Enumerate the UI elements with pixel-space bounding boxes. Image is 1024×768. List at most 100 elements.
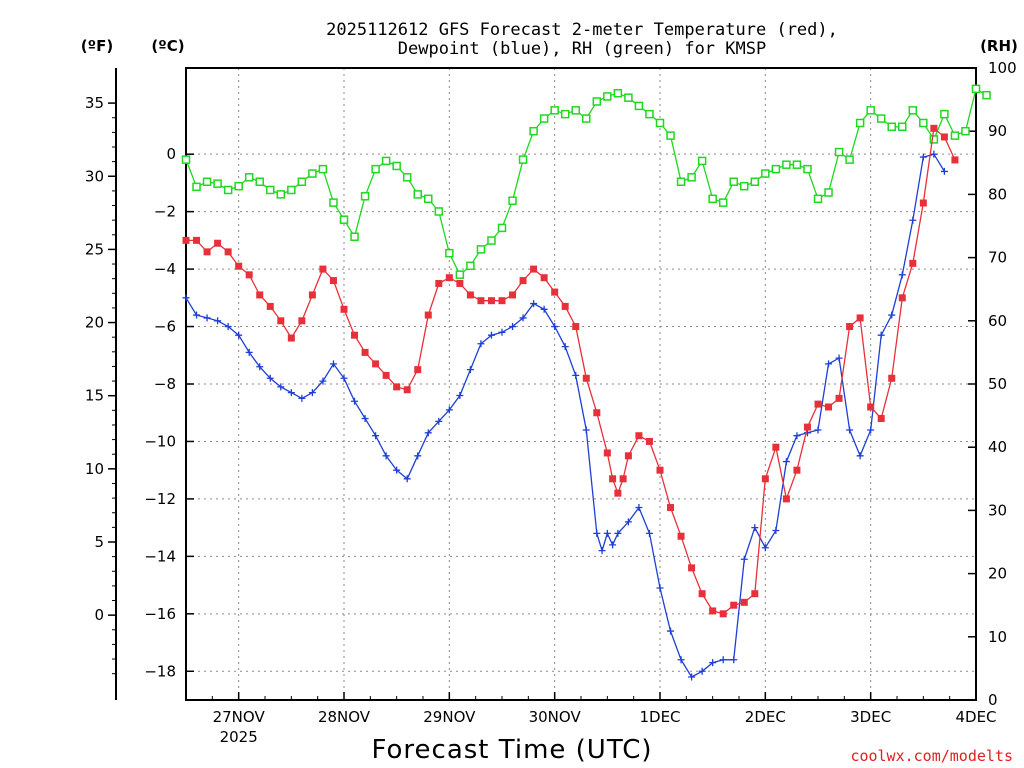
dewpoint-point — [782, 458, 790, 466]
dewpoint-point — [677, 656, 685, 664]
time-tick-label: 29NOV — [423, 708, 476, 726]
rh-point — [771, 164, 781, 174]
x-axis-title: Forecast Time (UTC) — [371, 735, 652, 765]
rh-point — [550, 106, 559, 115]
dewpoint-point — [319, 377, 327, 385]
dewpoint-point — [182, 294, 190, 302]
temperature-point — [530, 265, 538, 273]
rh-point — [782, 160, 791, 169]
dewpoint-point — [846, 426, 854, 434]
temperature-point — [509, 291, 517, 299]
rh-point — [929, 135, 939, 144]
temperature-point — [603, 449, 611, 457]
dewpoint-point — [456, 391, 464, 399]
rh-point — [645, 109, 654, 119]
dewpoint-point — [214, 317, 222, 325]
temperature-point — [224, 248, 232, 256]
dewpoint-point — [877, 331, 885, 339]
temperature-point — [308, 291, 316, 299]
rh-point — [634, 101, 644, 111]
dewpoint-point — [645, 529, 653, 537]
temperature-point — [814, 400, 822, 408]
dewpoint-point — [372, 432, 380, 440]
rh-point — [740, 181, 749, 191]
temperature-line — [186, 127, 956, 615]
dewpoint-point — [572, 371, 580, 379]
temperature-point — [551, 288, 559, 296]
temperature-point — [688, 564, 696, 572]
celsius-tick-label: −8 — [154, 375, 176, 393]
rh-point — [961, 126, 970, 136]
chart-subtitle: Dewpoint (blue), RH (green) for KMSP — [398, 39, 766, 59]
rh-point — [761, 169, 770, 178]
rh-point — [813, 194, 823, 204]
temperature-point — [361, 348, 369, 356]
rh-point — [560, 109, 570, 119]
celsius-tick-label: 0 — [166, 145, 176, 163]
rh-point — [845, 155, 854, 164]
rh-point — [287, 185, 296, 195]
rh-tick-label: 70 — [988, 249, 1007, 267]
celsius-tick-label: −18 — [144, 662, 176, 680]
dewpoint-point — [656, 584, 664, 592]
dewpoint-point — [593, 529, 601, 537]
fahrenheit-tick-label: 15 — [85, 387, 104, 405]
temperature-point — [235, 262, 243, 270]
rh-tick-label: 60 — [988, 312, 1007, 330]
rh-point — [360, 192, 370, 201]
dewpoint-point — [540, 305, 548, 313]
rh-point — [855, 118, 865, 128]
dewpoint-point — [825, 360, 833, 368]
time-tick-label: 3DEC — [850, 708, 891, 726]
dewpoint-point — [308, 389, 316, 397]
rh-point — [697, 156, 707, 166]
dewpoint-point — [898, 271, 906, 279]
temperature-point — [214, 239, 222, 247]
dewpoint-point — [940, 167, 948, 175]
series-rh — [181, 84, 991, 279]
temperature-point — [835, 394, 843, 402]
rh-point — [982, 90, 991, 100]
rh-point — [750, 177, 760, 187]
rh-point — [887, 122, 896, 132]
rh-point — [497, 223, 507, 233]
rh-point — [181, 155, 191, 164]
temperature-point — [877, 414, 885, 422]
fahrenheit-tick-label: 20 — [85, 314, 104, 332]
rh-point — [297, 177, 307, 187]
rh-point — [708, 194, 717, 204]
rh-tick-label: 30 — [988, 501, 1007, 519]
rh-point — [592, 97, 602, 106]
temperature-point — [487, 297, 495, 305]
rh-point — [666, 131, 675, 140]
rh-point — [466, 261, 475, 271]
rh-point — [339, 215, 349, 224]
temperature-point — [898, 294, 906, 302]
rh-point — [687, 173, 696, 182]
dewpoint-point — [698, 667, 706, 675]
time-tick-label: 4DEC — [955, 708, 996, 726]
rh-point — [824, 188, 833, 197]
temperature-point — [351, 331, 359, 339]
fahrenheit-tick-label: 10 — [85, 460, 104, 478]
grid-lines — [186, 68, 976, 700]
dewpoint-point — [719, 656, 727, 664]
rh-point — [718, 198, 728, 207]
dewpoint-point — [509, 323, 517, 331]
rh-point — [381, 156, 391, 166]
rh-point — [455, 270, 465, 279]
dewpoint-point — [835, 354, 843, 362]
fahrenheit-tick-label: 30 — [85, 167, 104, 185]
temperature-point — [277, 317, 285, 325]
temperature-point — [624, 452, 632, 460]
temperature-point — [372, 360, 380, 368]
temperature-point — [719, 610, 727, 618]
temperature-point — [582, 374, 590, 382]
temperature-point — [393, 383, 401, 391]
temperature-point — [635, 432, 643, 440]
temperature-point — [888, 374, 896, 382]
temperature-point — [751, 590, 759, 598]
dewpoint-point — [751, 524, 759, 532]
dewpoint-point — [466, 366, 474, 374]
temperature-point — [382, 371, 390, 379]
